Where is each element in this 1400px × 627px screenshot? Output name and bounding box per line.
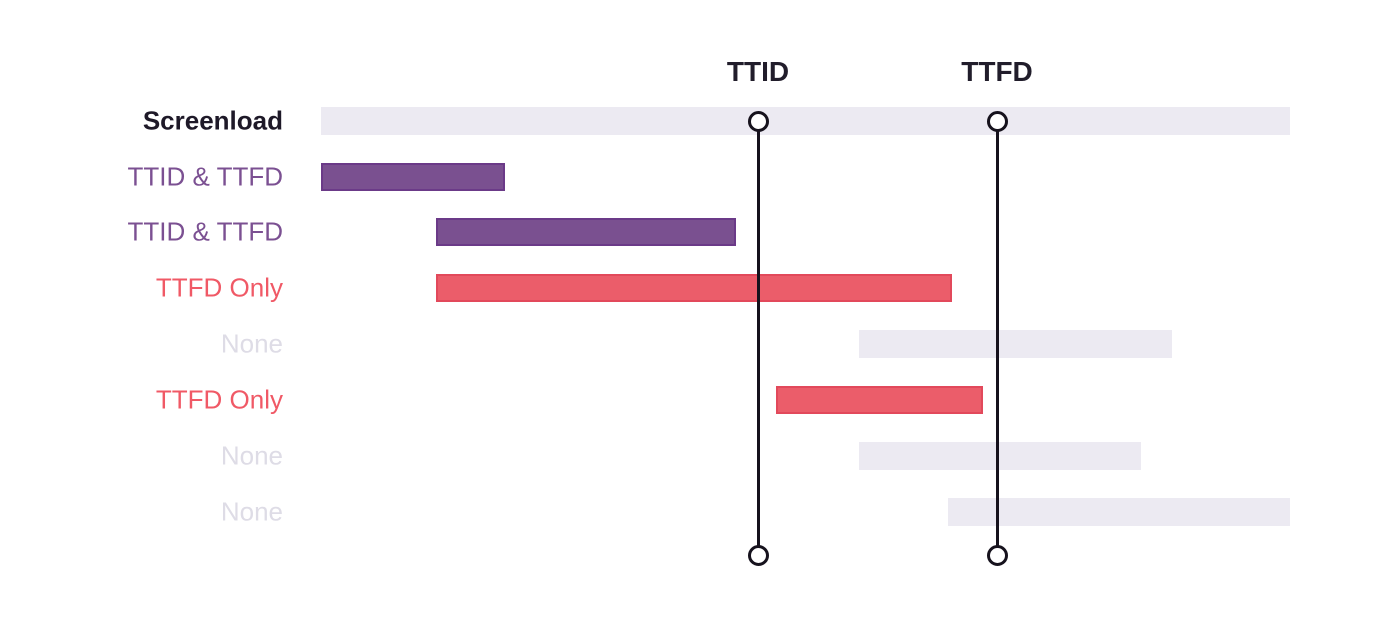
gantt-row: None <box>0 442 1400 470</box>
gantt-bar <box>321 163 505 191</box>
gantt-bar <box>436 218 736 246</box>
gantt-bar <box>436 274 952 302</box>
marker-ttid-top-circle <box>747 110 769 132</box>
row-label: None <box>220 496 283 527</box>
gantt-bar <box>948 498 1290 526</box>
row-label: None <box>220 440 283 471</box>
gantt-row: Screenload <box>0 107 1400 135</box>
gantt-row: TTID & TTFD <box>0 218 1400 246</box>
gantt-row: TTID & TTFD <box>0 163 1400 191</box>
marker-line-ttfd <box>995 121 999 555</box>
marker-label-ttfd: TTFD <box>961 56 1033 87</box>
marker-label-ttid: TTID <box>726 56 790 87</box>
gantt-row: None <box>0 498 1400 526</box>
marker-line-ttid <box>756 121 760 555</box>
gantt-bar <box>859 442 1141 470</box>
row-label: TTID & TTFD <box>127 161 283 192</box>
marker-ttfd-top-circle <box>986 110 1008 132</box>
gantt-row: TTFD Only <box>0 386 1400 414</box>
marker-ttid-bottom-circle <box>747 544 769 566</box>
gantt-row: None <box>0 330 1400 358</box>
marker-ttfd-bottom-circle <box>986 544 1008 566</box>
gantt-bar <box>859 330 1172 358</box>
row-label: Screenload <box>142 105 283 136</box>
row-label: None <box>220 328 283 359</box>
gantt-bar <box>776 386 983 414</box>
row-label: TTFD Only <box>155 384 283 415</box>
gantt-bar <box>321 107 1290 135</box>
row-label: TTID & TTFD <box>127 216 283 247</box>
row-label: TTFD Only <box>155 272 283 303</box>
gantt-row: TTFD Only <box>0 274 1400 302</box>
